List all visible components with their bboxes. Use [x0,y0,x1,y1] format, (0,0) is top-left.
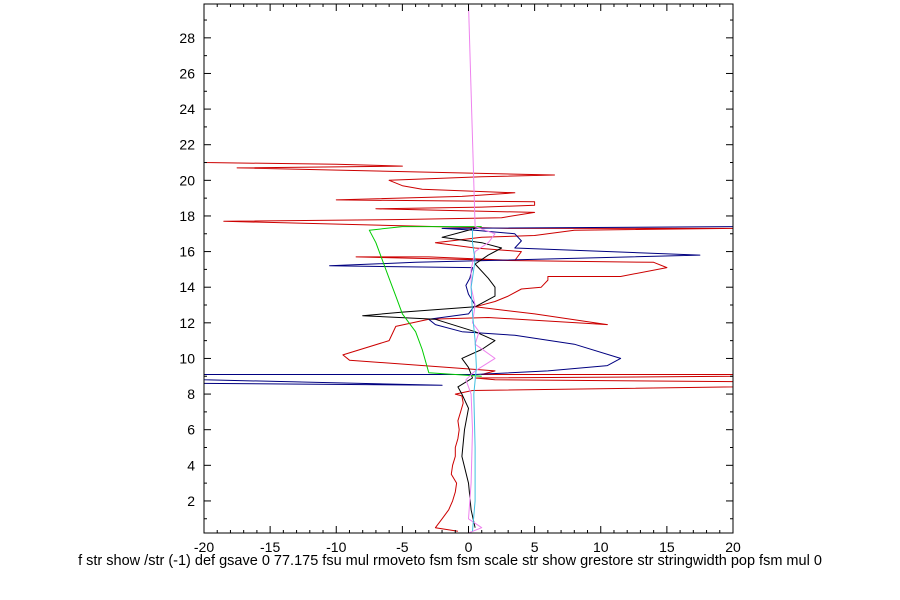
series-line-3 [362,227,503,528]
series-line-6 [470,228,477,532]
y-tick-label: 10 [179,350,195,366]
x-axis-label: f str show /str (-1) def gsave 0 77.175 … [78,553,822,569]
series-line-1 [204,159,733,532]
x-tick-label: 0 [465,539,473,555]
y-tick-label: 28 [179,30,195,46]
x-tick-label: 15 [659,539,675,555]
y-tick-label: 24 [179,101,195,117]
y-tick-label: 14 [179,279,195,295]
y-tick-label: 20 [179,172,195,188]
y-tick-label: 26 [179,65,195,81]
x-tick-label: 5 [531,539,539,555]
y-tick-label: 4 [187,457,195,473]
series-line-4 [368,226,482,377]
x-tick-label: -15 [260,539,280,555]
tick-layer: -20 -15 -10 -5 0 5 10 15 20246810121416182022242… [179,4,741,555]
y-tick-label: 22 [179,137,195,153]
x-tick-label: -20 [194,539,214,555]
y-tick-label: 18 [179,208,195,224]
x-tick-label: -10 [326,539,346,555]
x-tick-label: -5 [396,539,409,555]
x-tick-label: 20 [725,539,741,555]
y-tick-label: 6 [187,422,195,438]
plot-area-background [204,4,733,533]
y-tick-label: 12 [179,315,195,331]
series-layer [204,4,733,533]
y-tick-label: 16 [179,244,195,260]
x-tick-label: 10 [593,539,609,555]
y-tick-label: 2 [187,493,195,509]
series-line-5 [465,4,496,533]
y-tick-label: 8 [187,386,195,402]
